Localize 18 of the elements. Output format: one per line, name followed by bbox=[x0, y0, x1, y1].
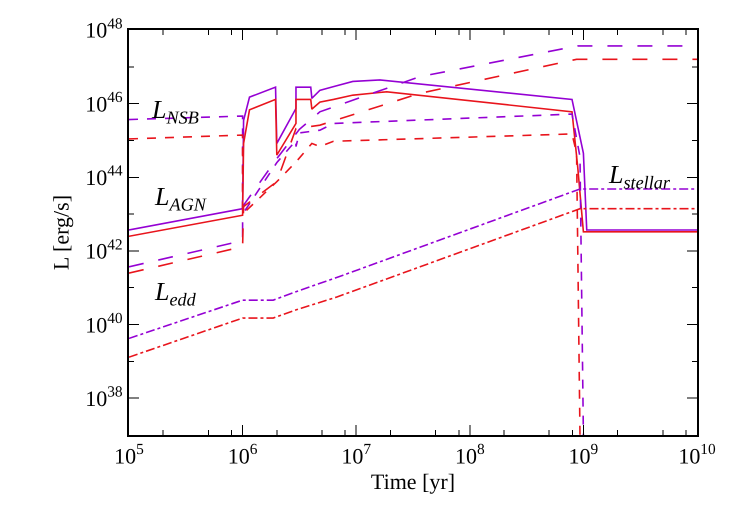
x-axis-title: Time [yr] bbox=[370, 468, 456, 494]
x-tick-label: 10$^{10}$ bbox=[678, 441, 716, 468]
x-tick-label: 10$^{7}$ bbox=[341, 441, 372, 468]
x-tick-label: 10$^{8}$ bbox=[454, 441, 485, 468]
annotation: L$_{AGN}$ bbox=[154, 182, 207, 214]
y-tick-label: 10$^{38}$ bbox=[85, 384, 123, 411]
y-axis-title: L [erg/s] bbox=[48, 194, 74, 270]
y-tick-label: 10$^{44}$ bbox=[85, 162, 123, 190]
y-tick-label: 10$^{48}$ bbox=[85, 15, 123, 43]
y-tick-label: 10$^{46}$ bbox=[85, 89, 123, 116]
annotation: L$_{stellar}$ bbox=[608, 160, 671, 192]
x-tick-label: 10$^{5}$ bbox=[114, 441, 144, 468]
annotation: L$_{edd}$ bbox=[154, 277, 197, 310]
x-tick-label: 10$^{6}$ bbox=[228, 441, 258, 468]
y-tick-label: 10$^{42}$ bbox=[85, 236, 123, 264]
x-tick-label: 10$^{9}$ bbox=[568, 441, 599, 468]
y-tick-label: 10$^{40}$ bbox=[85, 310, 123, 338]
annotation: L$_{NSB}$ bbox=[151, 95, 199, 128]
